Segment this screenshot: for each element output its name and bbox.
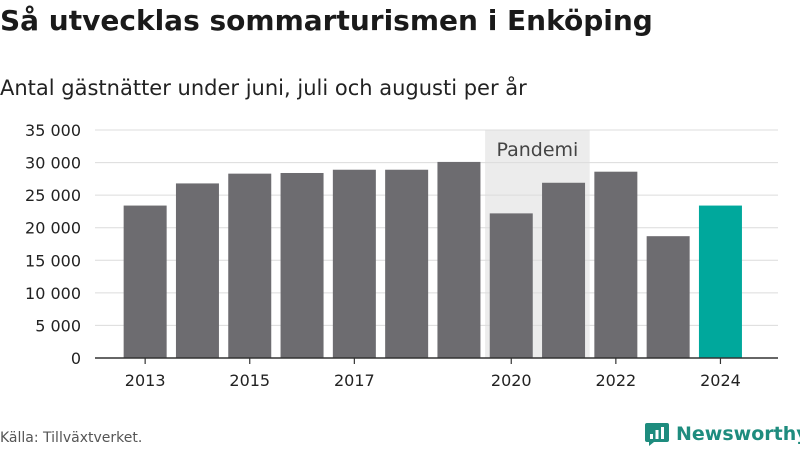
bar-2014 [175,183,219,358]
bar-2021 [542,182,586,358]
pandemic-label: Pandemi [496,139,578,161]
chart-subtitle: Antal gästnätter under juni, juli och au… [0,76,527,100]
bar-2016 [280,172,324,358]
y-tick-label: 0 [71,349,81,368]
y-tick-label: 35 000 [25,121,81,140]
y-tick-label: 20 000 [25,219,81,238]
y-tick-label: 25 000 [25,186,81,205]
bar-2022 [594,171,638,358]
brand-name: Newsworthy [676,423,800,445]
x-tick-label: 2024 [700,371,741,390]
brand-logo: Newsworthy [644,420,800,448]
chart-title: Så utvecklas sommarturismen i Enköping [0,4,653,37]
bar-2020 [489,213,533,358]
y-tick-label: 5 000 [35,316,81,335]
y-tick-label: 10 000 [25,284,81,303]
x-tick-label: 2017 [334,371,375,390]
bar-2017 [332,169,376,358]
x-tick-label: 2022 [595,371,636,390]
bar-2015 [228,173,272,358]
bar-2018 [385,169,429,358]
bar-2013 [123,205,167,358]
bar-2019 [437,161,481,358]
source-note: Källa: Tillväxtverket. [0,430,143,446]
newsworthy-logo-icon [645,423,669,446]
x-tick-label: 2020 [491,371,532,390]
y-tick-label: 15 000 [25,251,81,270]
y-tick-label: 30 000 [25,154,81,173]
bar-2024 [698,205,742,358]
x-tick-label: 2013 [125,371,166,390]
bar-2023 [646,236,690,358]
x-tick-label: 2015 [229,371,270,390]
